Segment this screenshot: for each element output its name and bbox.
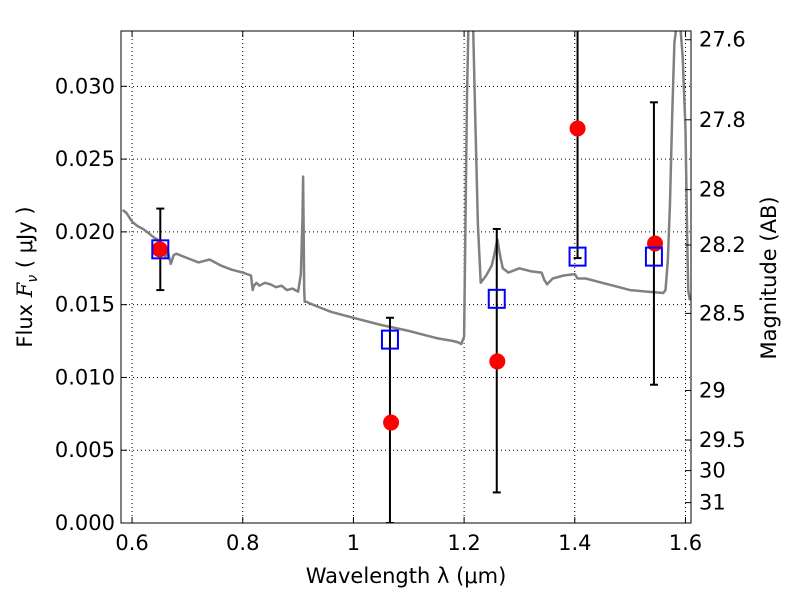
y-tick-label: 0.030 [55, 74, 115, 98]
right-tick-label: 31 [699, 491, 726, 515]
x-tick-label: 1.2 [447, 531, 480, 555]
right-tick-label: 29 [699, 379, 726, 403]
right-tick-label: 28 [699, 178, 726, 202]
x-tick-label: 1 [347, 531, 360, 555]
observed-point [569, 120, 586, 137]
x-tick-label: 0.6 [115, 531, 148, 555]
right-tick-label: 27.8 [699, 108, 746, 132]
observed-point [489, 353, 506, 370]
model-point [380, 329, 399, 350]
y-tick-label: 0.010 [55, 365, 115, 389]
y-tick-label: 0.000 [55, 511, 115, 535]
y-axis-title-subscript: ν [25, 275, 41, 283]
right-tick-label: 28.5 [699, 301, 746, 325]
x-tick-label: 0.8 [226, 531, 259, 555]
observed-point [647, 235, 664, 252]
y-axis-title-right: Magnitude (AB) [757, 196, 781, 359]
y-tick-label: 0.015 [55, 293, 115, 317]
right-tick-label: 29.5 [699, 428, 746, 452]
right-tick-label: 28.2 [699, 233, 746, 257]
y-tick-label: 0.025 [55, 147, 115, 171]
model-point [487, 288, 506, 309]
model-point [568, 246, 587, 267]
observed-point [383, 414, 400, 431]
x-axis-title: Wavelength λ (μm) [306, 564, 507, 588]
y-tick-label: 0.005 [55, 438, 115, 462]
x-tick-label: 1.4 [558, 531, 591, 555]
y-axis-title-symbol: F [13, 281, 37, 298]
y-axis-title-left: Flux Fν ( μJy ) [13, 206, 41, 347]
model-point [151, 239, 170, 260]
ticks: 0.6 0.8 1 1.2 1.4 1.6 0.000 0.005 0.010 0.015 0.02… [55, 28, 746, 555]
y-axis-title-prefix: Flux [13, 297, 37, 347]
x-tick-label: 1.6 [669, 531, 702, 555]
sed-line [121, 31, 691, 346]
plot-area [121, 31, 691, 523]
observed-point [151, 241, 168, 258]
y-axis-title-units: ( μJy ) [13, 206, 37, 274]
y-tick-label: 0.020 [55, 220, 115, 244]
right-tick-label: 27.6 [699, 28, 746, 52]
axes-frame [120, 30, 692, 524]
model-point [644, 246, 663, 267]
right-tick-label: 30 [699, 459, 726, 483]
grid [121, 31, 691, 524]
